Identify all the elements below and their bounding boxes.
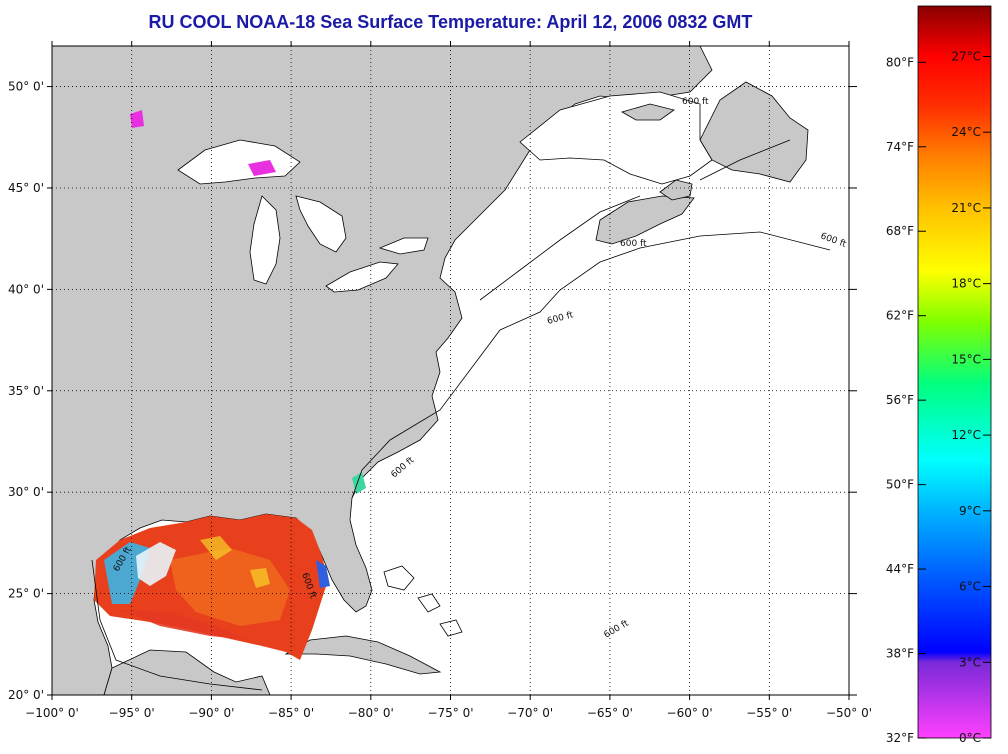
lat-tick-label: 30° 0'	[8, 485, 44, 499]
land-cuba	[284, 635, 442, 675]
sst-small-patch	[130, 110, 144, 128]
celsius-tick-label: 21°C	[951, 201, 981, 215]
isobath-label: 600 ft	[620, 239, 647, 249]
land-nova-scotia	[595, 195, 695, 245]
fahrenheit-tick-label: 80°F	[886, 55, 914, 69]
sst-superior-patch	[248, 160, 276, 176]
lat-axis: 20° 0' 25° 0' 30° 0' 35° 0' 40° 0' 45° 0' 50° …	[8, 80, 857, 702]
lon-tick-label: −75° 0'	[427, 706, 473, 720]
lon-tick-label: −65° 0'	[587, 706, 633, 720]
lake-erie	[325, 261, 399, 293]
fahrenheit-tick-label: 74°F	[886, 140, 914, 154]
land-bahamas	[383, 565, 463, 637]
lon-tick-label: −60° 0'	[667, 706, 713, 720]
fahrenheit-tick-label: 38°F	[886, 647, 914, 661]
celsius-tick-label: 12°C	[951, 428, 981, 442]
fahrenheit-tick-label: 50°F	[886, 478, 914, 492]
fahrenheit-tick-label: 32°F	[886, 731, 914, 745]
lake-huron	[295, 195, 347, 253]
celsius-tick-label: 18°C	[951, 277, 981, 291]
celsius-tick-label: 6°C	[959, 580, 981, 594]
land-cape-breton	[659, 179, 693, 201]
celsius-tick-label: 27°C	[951, 49, 981, 63]
anticosti-island	[620, 103, 675, 121]
celsius-tick-label: 15°C	[951, 352, 981, 366]
lon-axis: −100° 0' −95° 0' −90° 0' −85° 0' −80° 0' −75°…	[25, 41, 872, 720]
lon-tick-label: −95° 0'	[109, 706, 155, 720]
lon-tick-label: −85° 0'	[268, 706, 314, 720]
colorbar-gradient	[917, 5, 992, 739]
colorbar: 0°C 3°C 6°C 9°C 12°C 15°C 18°C 21°C 24°C 27°C 32°…	[886, 5, 992, 745]
lake-ontario	[378, 237, 429, 255]
land-newfoundland	[699, 81, 809, 183]
lat-tick-label: 40° 0'	[8, 282, 44, 296]
fahrenheit-tick-label: 56°F	[886, 393, 914, 407]
lon-tick-label: −100° 0'	[25, 706, 79, 720]
map-title: RU COOL NOAA-18 Sea Surface Temperature:…	[148, 12, 753, 32]
lon-tick-label: −50° 0'	[826, 706, 872, 720]
lat-tick-label: 20° 0'	[8, 688, 44, 702]
fahrenheit-tick-label: 62°F	[886, 309, 914, 323]
celsius-tick-label: 3°C	[959, 655, 981, 669]
land-yucatan	[103, 649, 271, 695]
lat-tick-label: 50° 0'	[8, 80, 44, 94]
celsius-tick-label: 0°C	[959, 731, 981, 745]
fahrenheit-tick-label: 68°F	[886, 224, 914, 238]
lon-tick-label: −70° 0'	[507, 706, 553, 720]
lat-tick-label: 25° 0'	[8, 587, 44, 601]
isobath-600ft	[91, 139, 831, 691]
fahrenheit-tick-label: 44°F	[886, 562, 914, 576]
lon-tick-label: −55° 0'	[746, 706, 792, 720]
lake-michigan	[249, 195, 281, 285]
celsius-tick-label: 24°C	[951, 125, 981, 139]
lat-tick-label: 35° 0'	[8, 384, 44, 398]
isobath-label: 600 ft	[682, 97, 709, 107]
colorbar-celsius-ticks: 0°C 3°C 6°C 9°C 12°C 15°C 18°C 21°C 24°C 27°C	[951, 49, 991, 745]
lon-tick-label: −90° 0'	[188, 706, 234, 720]
graticule	[52, 46, 849, 695]
celsius-tick-label: 9°C	[959, 504, 981, 518]
lon-tick-label: −80° 0'	[348, 706, 394, 720]
colorbar-fahrenheit-ticks: 32°F 38°F 44°F 50°F 56°F 62°F 68°F 74°F 80°F	[886, 55, 926, 745]
lat-tick-label: 45° 0'	[8, 181, 44, 195]
